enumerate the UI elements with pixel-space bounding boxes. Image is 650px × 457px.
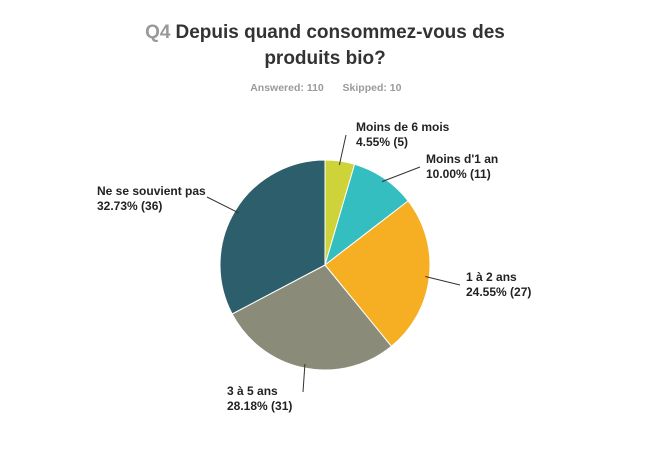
slice-value-ne-se-souvient-pas: 32.73% (36) <box>97 199 162 213</box>
leader-line-1-a-2-ans <box>425 276 461 286</box>
chart-title-line1: Q4 Depuis quand consommez-vous des <box>145 22 505 43</box>
leader-line-moins-d-1-an <box>381 166 421 183</box>
slice-value-moins-de-6-mois: 4.55% (5) <box>356 135 408 149</box>
slice-label-moins-d-1-an: Moins d'1 an <box>426 152 498 166</box>
question-number: Q4 <box>145 22 171 43</box>
question-title-line2: produits bio? <box>264 48 385 69</box>
leader-line-moins-de-6-mois <box>338 134 347 166</box>
pie-slice-3-a-5-ans[interactable] <box>231 264 393 371</box>
slice-label-3-a-5-ans: 3 à 5 ans <box>227 384 278 398</box>
answered-count: Answered: 110 <box>250 82 324 94</box>
slice-value-3-a-5-ans: 28.18% (31) <box>227 399 292 413</box>
slice-label-1-a-2-ans: 1 à 2 ans <box>466 270 517 284</box>
slice-value-moins-d-1-an: 10.00% (11) <box>426 167 491 181</box>
leader-line-ne-se-souvient-pas <box>206 196 239 214</box>
slice-value-1-a-2-ans: 24.55% (27) <box>466 285 531 299</box>
leader-line-3-a-5-ans <box>302 363 306 393</box>
skipped-count: Skipped: 10 <box>343 82 402 94</box>
question-title-line1: Depuis quand consommez-vous des <box>175 22 504 43</box>
slice-label-moins-de-6-mois: Moins de 6 mois <box>356 120 450 134</box>
slice-label-ne-se-souvient-pas: Ne se souvient pas <box>97 184 206 198</box>
